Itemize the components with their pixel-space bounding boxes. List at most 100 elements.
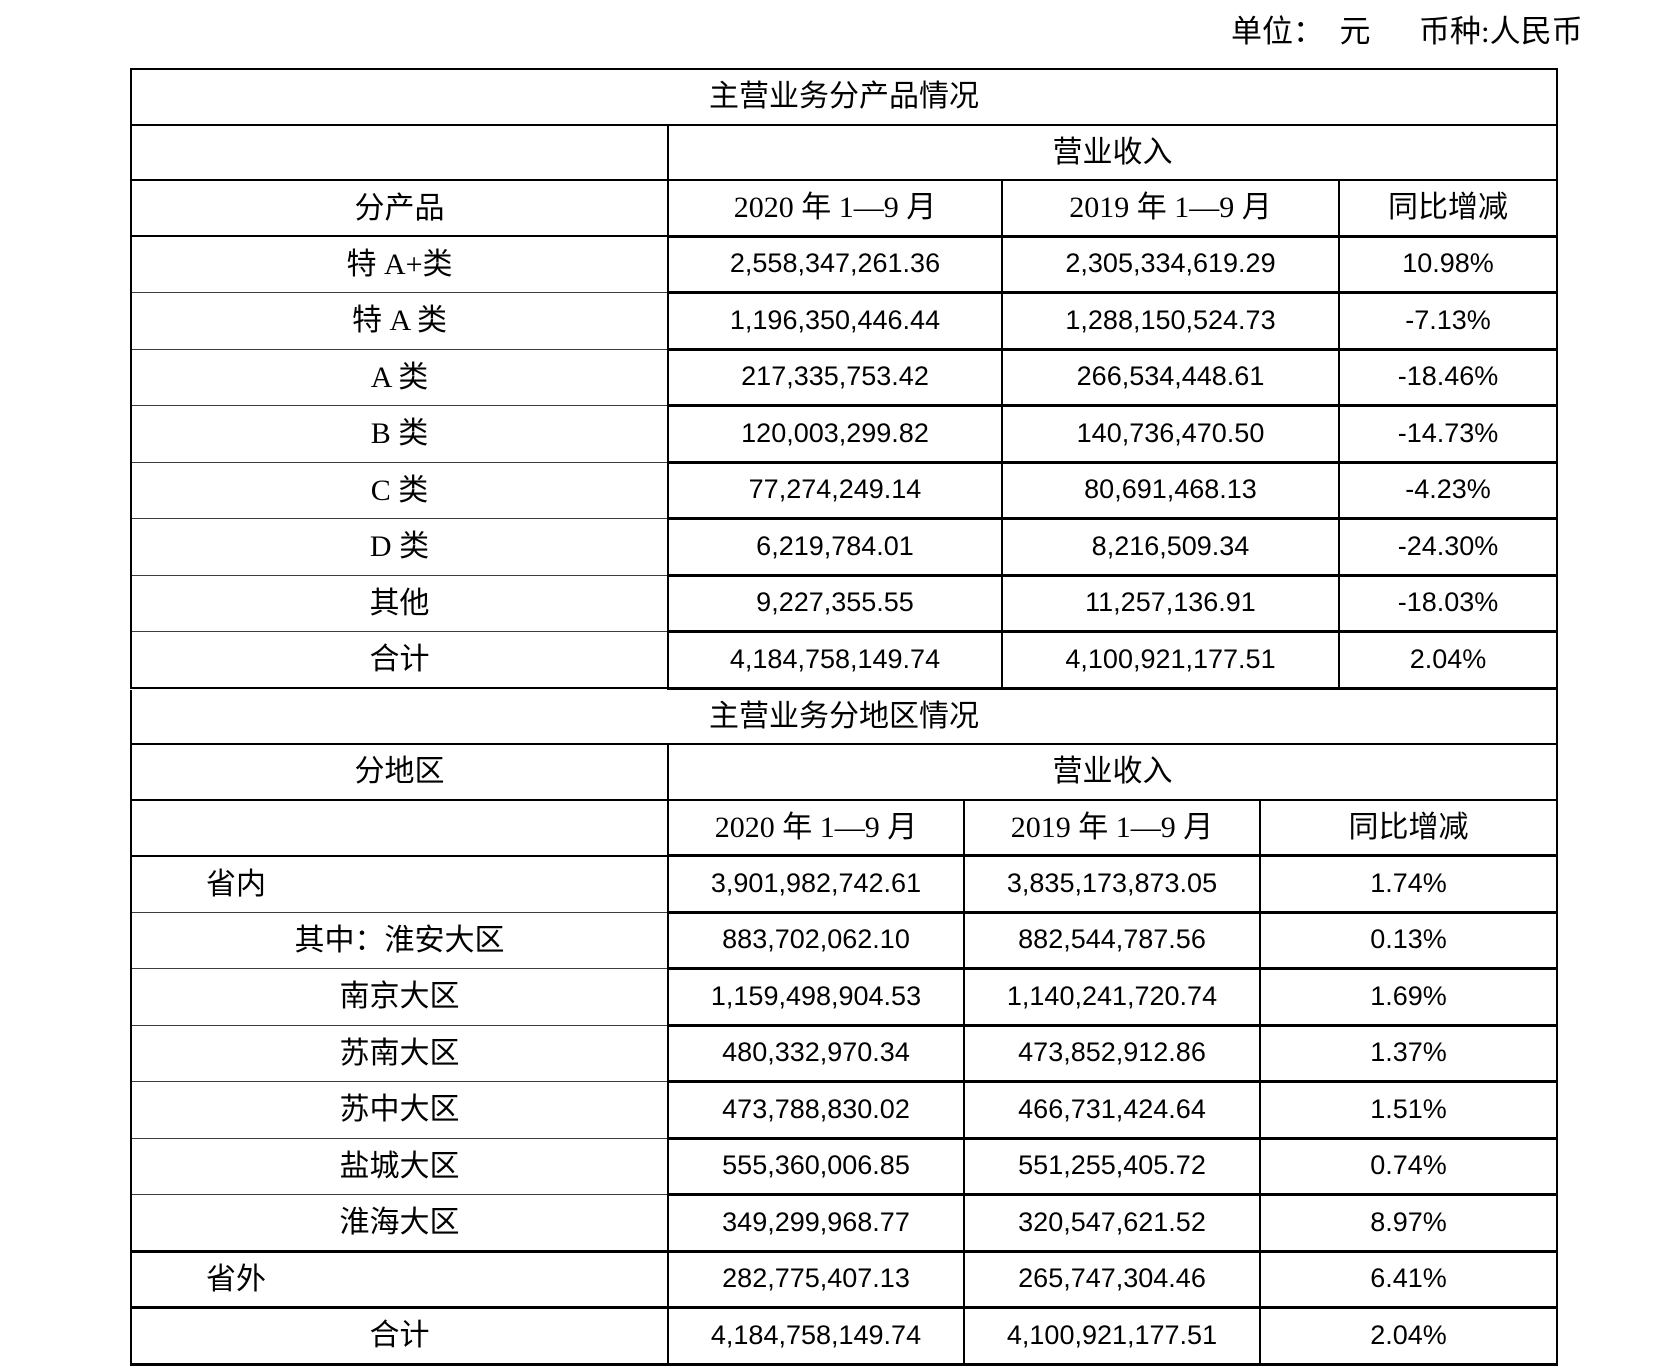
region-cell-label: 合计 xyxy=(130,1306,669,1366)
region-cell-label: 苏中大区 xyxy=(130,1081,669,1138)
region-row: 苏中大区 473,788,830.02 466,731,424.64 1.51% xyxy=(130,1080,1558,1138)
region-cell-yoy: 0.13% xyxy=(1259,910,1558,969)
unit-label: 单位： xyxy=(1231,14,1324,49)
product-cell-yoy: -14.73% xyxy=(1338,404,1558,462)
product-cell-label: A 类 xyxy=(130,348,669,406)
product-cell-y2019: 11,257,136.91 xyxy=(1001,573,1340,632)
region-cell-y2019: 4,100,921,177.51 xyxy=(963,1306,1261,1366)
product-table-title: 主营业务分产品情况 xyxy=(130,69,1558,125)
product-cell-label: C 类 xyxy=(130,461,669,519)
main-business-tables: 主营业务分产品情况 营业收入 分产品 2020 年 1—9 月 2019 年 1… xyxy=(130,68,1558,1366)
revenue-header: 营业收入 xyxy=(667,743,1558,800)
region-cell-label: 省内 xyxy=(130,854,669,912)
product-cell-yoy: -7.13% xyxy=(1338,291,1558,349)
empty-cell xyxy=(130,798,669,856)
region-cell-y2020: 282,775,407.13 xyxy=(667,1249,965,1308)
region-cell-yoy: 1.51% xyxy=(1259,1080,1558,1138)
region-cell-y2020: 349,299,968.77 xyxy=(667,1193,965,1251)
product-row: B 类 120,003,299.82 140,736,470.50 -14.73% xyxy=(130,404,1558,462)
product-cell-label: 特 A 类 xyxy=(130,292,669,349)
product-cell-y2019: 266,534,448.61 xyxy=(1001,347,1340,406)
region-cell-yoy: 1.74% xyxy=(1259,854,1558,912)
region-cell-y2020: 480,332,970.34 xyxy=(667,1023,965,1082)
region-table-title-row: 主营业务分地区情况 xyxy=(130,689,1558,744)
product-cell-y2020: 6,219,784.01 xyxy=(667,517,1003,575)
yoy-column-header: 同比增减 xyxy=(1338,179,1558,236)
product-cell-y2019: 140,736,470.50 xyxy=(1001,404,1340,462)
region-row: 盐城大区 555,360,006.85 551,255,405.72 0.74% xyxy=(130,1136,1558,1195)
product-cell-label: 特 A+类 xyxy=(130,235,669,293)
region-table: 主营业务分地区情况 分地区 营业收入 2020 年 1—9 月 2019 年 1… xyxy=(130,689,1558,1366)
region-cell-yoy: 1.37% xyxy=(1259,1023,1558,1082)
region-row: 淮海大区 349,299,968.77 320,547,621.52 8.97% xyxy=(130,1193,1558,1251)
product-table-header: 主营业务分产品情况 营业收入 分产品 2020 年 1—9 月 2019 年 1… xyxy=(130,69,1558,236)
product-row: D 类 6,219,784.01 8,216,509.34 -24.30% xyxy=(130,517,1558,575)
region-table-columns-row: 2020 年 1—9 月 2019 年 1—9 月 同比增减 xyxy=(130,798,1558,856)
product-cell-yoy: -18.03% xyxy=(1338,573,1558,632)
product-cell-y2019: 80,691,468.13 xyxy=(1001,460,1340,519)
product-row: 其他 9,227,355.55 11,257,136.91 -18.03% xyxy=(130,573,1558,632)
product-cell-yoy: -4.23% xyxy=(1338,460,1558,519)
region-cell-yoy: 2.04% xyxy=(1259,1306,1558,1366)
product-row: 特 A 类 1,196,350,446.44 1,288,150,524.73 -7.… xyxy=(130,291,1558,349)
product-cell-y2020: 9,227,355.55 xyxy=(667,573,1003,632)
region-cell-label: 盐城大区 xyxy=(130,1137,669,1195)
product-table: 主营业务分产品情况 营业收入 分产品 2020 年 1—9 月 2019 年 1… xyxy=(130,68,1558,690)
product-table-revenue-row: 营业收入 xyxy=(130,123,1558,180)
region-cell-yoy: 0.74% xyxy=(1259,1136,1558,1195)
currency: 币种:人民币 xyxy=(1419,6,1583,51)
region-cell-y2019: 551,255,405.72 xyxy=(963,1136,1261,1195)
period-2020-column-header: 2020 年 1—9 月 xyxy=(667,798,965,856)
empty-cell xyxy=(130,123,669,180)
product-table-columns-row: 分产品 2020 年 1—9 月 2019 年 1—9 月 同比增减 xyxy=(130,179,1558,236)
region-cell-label: 苏南大区 xyxy=(130,1024,669,1082)
product-cell-label: 合计 xyxy=(130,631,669,688)
product-cell-yoy: -18.46% xyxy=(1338,347,1558,406)
product-cell-y2020: 120,003,299.82 xyxy=(667,404,1003,462)
region-cell-yoy: 8.97% xyxy=(1259,1193,1558,1251)
product-cell-label: D 类 xyxy=(130,518,669,575)
product-cell-y2019: 8,216,509.34 xyxy=(1001,517,1340,575)
product-row: C 类 77,274,249.14 80,691,468.13 -4.23% xyxy=(130,460,1558,519)
currency-label: 币种: xyxy=(1419,14,1490,49)
product-cell-y2020: 217,335,753.42 xyxy=(667,347,1003,406)
product-row: 合计 4,184,758,149.74 4,100,921,177.51 2.04% xyxy=(130,630,1558,690)
unit-value: 元 xyxy=(1339,14,1371,49)
region-cell-label: 省外 xyxy=(130,1249,669,1308)
region-row: 南京大区 1,159,498,904.53 1,140,241,720.74 1.69… xyxy=(130,967,1558,1025)
product-table-title-row: 主营业务分产品情况 xyxy=(130,69,1558,125)
region-cell-yoy: 6.41% xyxy=(1259,1249,1558,1308)
product-cell-y2019: 4,100,921,177.51 xyxy=(1001,630,1340,690)
region-table-revenue-row: 分地区 营业收入 xyxy=(130,743,1558,800)
region-cell-y2019: 473,852,912.86 xyxy=(963,1023,1261,1082)
region-cell-y2019: 320,547,621.52 xyxy=(963,1193,1261,1251)
region-cell-y2019: 265,747,304.46 xyxy=(963,1249,1261,1308)
region-cell-y2020: 3,901,982,742.61 xyxy=(667,854,965,912)
product-cell-yoy: -24.30% xyxy=(1338,517,1558,575)
period-2019-column-header: 2019 年 1—9 月 xyxy=(1001,179,1340,236)
region-cell-y2019: 1,140,241,720.74 xyxy=(963,967,1261,1025)
region-row: 其中：淮安大区 883,702,062.10 882,544,787.56 0.13% xyxy=(130,910,1558,969)
region-cell-y2020: 555,360,006.85 xyxy=(667,1136,965,1195)
region-row: 苏南大区 480,332,970.34 473,852,912.86 1.37% xyxy=(130,1023,1558,1082)
yoy-column-header: 同比增减 xyxy=(1259,798,1558,856)
product-cell-yoy: 2.04% xyxy=(1338,630,1558,690)
region-cell-y2019: 466,731,424.64 xyxy=(963,1080,1261,1138)
category-column-header: 分产品 xyxy=(130,179,669,236)
region-cell-y2019: 882,544,787.56 xyxy=(963,910,1261,969)
period-2019-column-header: 2019 年 1—9 月 xyxy=(963,798,1261,856)
product-cell-y2020: 4,184,758,149.74 xyxy=(667,630,1003,690)
region-cell-label: 其中：淮安大区 xyxy=(130,911,669,969)
revenue-header: 营业收入 xyxy=(667,123,1558,180)
region-table-header: 主营业务分地区情况 分地区 营业收入 2020 年 1—9 月 2019 年 1… xyxy=(130,689,1558,856)
region-cell-y2020: 1,159,498,904.53 xyxy=(667,967,965,1025)
region-column-header: 分地区 xyxy=(130,743,669,800)
region-row: 省内 3,901,982,742.61 3,835,173,873.05 1.74% xyxy=(130,854,1558,912)
region-table-body: 省内 3,901,982,742.61 3,835,173,873.05 1.74% 其… xyxy=(130,854,1558,1366)
product-cell-label: B 类 xyxy=(130,405,669,462)
region-cell-y2020: 883,702,062.10 xyxy=(667,910,965,969)
product-row: A 类 217,335,753.42 266,534,448.61 -18.46% xyxy=(130,347,1558,406)
region-cell-y2019: 3,835,173,873.05 xyxy=(963,854,1261,912)
region-row: 省外 282,775,407.13 265,747,304.46 6.41% xyxy=(130,1249,1558,1308)
product-table-body: 特 A+类 2,558,347,261.36 2,305,334,619.29 10.… xyxy=(130,234,1558,690)
